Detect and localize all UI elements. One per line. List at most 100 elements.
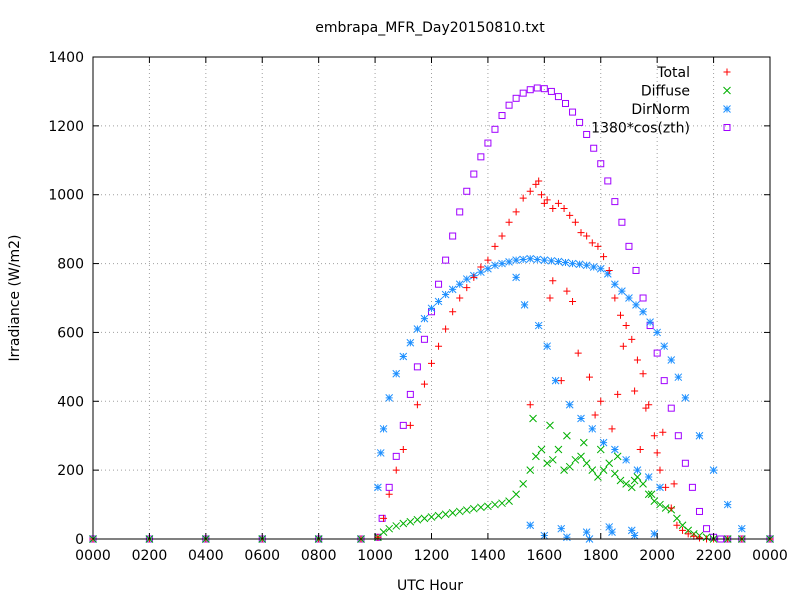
data-point <box>549 204 557 212</box>
data-point <box>546 421 554 430</box>
data-point <box>614 390 622 398</box>
data-point <box>470 273 478 281</box>
data-point <box>695 534 703 542</box>
data-point <box>406 390 414 398</box>
data-point <box>605 459 614 468</box>
data-point <box>420 380 428 388</box>
data-point <box>456 294 464 302</box>
y-tick-label: 1400 <box>48 50 84 66</box>
data-point <box>560 204 568 212</box>
data-point <box>540 85 548 93</box>
data-point <box>442 256 450 264</box>
data-point <box>611 294 619 302</box>
data-point <box>674 373 683 382</box>
data-point <box>575 260 584 269</box>
data-point <box>385 490 393 498</box>
data-point <box>533 255 542 264</box>
data-point <box>540 256 549 264</box>
data-point <box>625 294 633 302</box>
data-point <box>519 89 527 97</box>
data-point <box>449 308 457 316</box>
data-point <box>709 466 718 474</box>
data-point <box>650 529 659 538</box>
data-point <box>613 452 622 461</box>
data-point <box>644 473 653 481</box>
data-point <box>667 404 675 412</box>
data-point <box>554 257 563 266</box>
data-point <box>406 338 415 347</box>
data-point <box>526 86 534 94</box>
data-point <box>659 428 667 436</box>
data-point <box>625 242 633 250</box>
data-point <box>630 476 639 485</box>
data-point <box>660 377 668 385</box>
y-tick-label: 800 <box>57 257 84 273</box>
data-point <box>498 499 506 508</box>
data-point <box>571 218 579 226</box>
data-point <box>681 393 690 402</box>
data-point <box>611 198 619 206</box>
data-point <box>619 342 627 350</box>
data-point <box>512 94 520 102</box>
data-point <box>379 528 388 536</box>
data-point <box>596 445 605 454</box>
data-point <box>547 87 555 95</box>
data-point <box>392 369 401 378</box>
data-point <box>463 284 471 292</box>
data-point <box>622 322 630 330</box>
data-point <box>576 118 584 126</box>
data-point <box>622 455 630 464</box>
y-tick-label: 600 <box>57 325 84 341</box>
data-point <box>519 480 528 488</box>
data-point <box>627 483 636 492</box>
data-point <box>594 242 602 250</box>
data-point <box>406 517 415 526</box>
data-point <box>470 170 478 178</box>
data-point <box>563 287 571 295</box>
data-point <box>636 445 644 453</box>
data-point <box>491 500 499 509</box>
data-point <box>406 421 414 429</box>
data-point <box>413 325 422 333</box>
y-tick-label: 200 <box>57 463 84 479</box>
data-point <box>565 462 574 471</box>
data-point <box>596 264 605 273</box>
data-point <box>427 513 436 521</box>
data-point <box>428 359 435 367</box>
data-point <box>577 452 585 461</box>
data-point <box>546 294 554 302</box>
x-tick-label: 2200 <box>696 548 732 564</box>
data-point <box>491 261 499 270</box>
data-point <box>427 304 436 313</box>
data-point <box>594 473 602 481</box>
data-point <box>484 502 492 511</box>
data-point <box>662 483 670 491</box>
data-point <box>512 256 520 264</box>
data-point <box>563 533 571 542</box>
data-point <box>681 459 689 467</box>
data-point <box>611 280 619 289</box>
data-point <box>526 401 534 409</box>
data-point <box>392 466 400 474</box>
data-point <box>597 160 605 168</box>
legend-marker <box>723 105 731 113</box>
data-point <box>597 397 605 405</box>
data-point <box>547 256 556 265</box>
data-point <box>554 199 562 207</box>
data-point <box>456 208 464 216</box>
data-point <box>632 301 640 309</box>
data-point <box>737 524 746 533</box>
data-point <box>385 393 394 402</box>
data-point <box>526 254 535 263</box>
data-point <box>633 466 642 474</box>
data-point <box>618 218 626 226</box>
data-point <box>557 524 566 533</box>
data-point <box>413 363 421 371</box>
data-point <box>627 526 636 535</box>
data-point <box>661 504 670 512</box>
data-point <box>484 256 492 264</box>
data-point <box>684 530 692 538</box>
data-point <box>585 373 593 381</box>
data-point <box>392 452 400 460</box>
